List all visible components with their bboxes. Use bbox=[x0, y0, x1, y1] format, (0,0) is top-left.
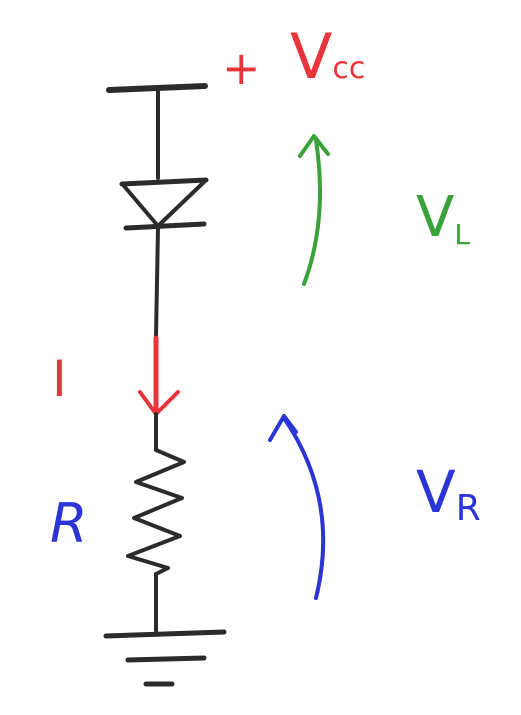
vcc-label-sub: cc bbox=[332, 51, 365, 86]
current-arrow-icon bbox=[138, 335, 180, 416]
vr-label-main: V bbox=[416, 458, 456, 526]
supply-terminal-bar bbox=[106, 83, 208, 93]
resistor-icon bbox=[126, 448, 186, 576]
wire-middle bbox=[154, 226, 160, 338]
vcc-label: Vcc bbox=[290, 20, 365, 93]
vl-label: VL bbox=[416, 185, 470, 251]
vl-label-sub: L bbox=[454, 218, 470, 251]
vcc-plus-label: + bbox=[222, 41, 261, 95]
diode-icon bbox=[119, 177, 209, 231]
current-label: I bbox=[52, 350, 67, 408]
vr-arrow-icon bbox=[268, 414, 326, 600]
vl-arrow-icon bbox=[298, 134, 330, 286]
vr-label-sub: R bbox=[456, 488, 481, 529]
vr-label: VR bbox=[416, 458, 481, 529]
vl-label-main: V bbox=[416, 185, 454, 250]
ground-icon bbox=[103, 629, 227, 687]
vcc-label-main: V bbox=[290, 20, 332, 93]
resistor-label: R bbox=[50, 492, 88, 555]
